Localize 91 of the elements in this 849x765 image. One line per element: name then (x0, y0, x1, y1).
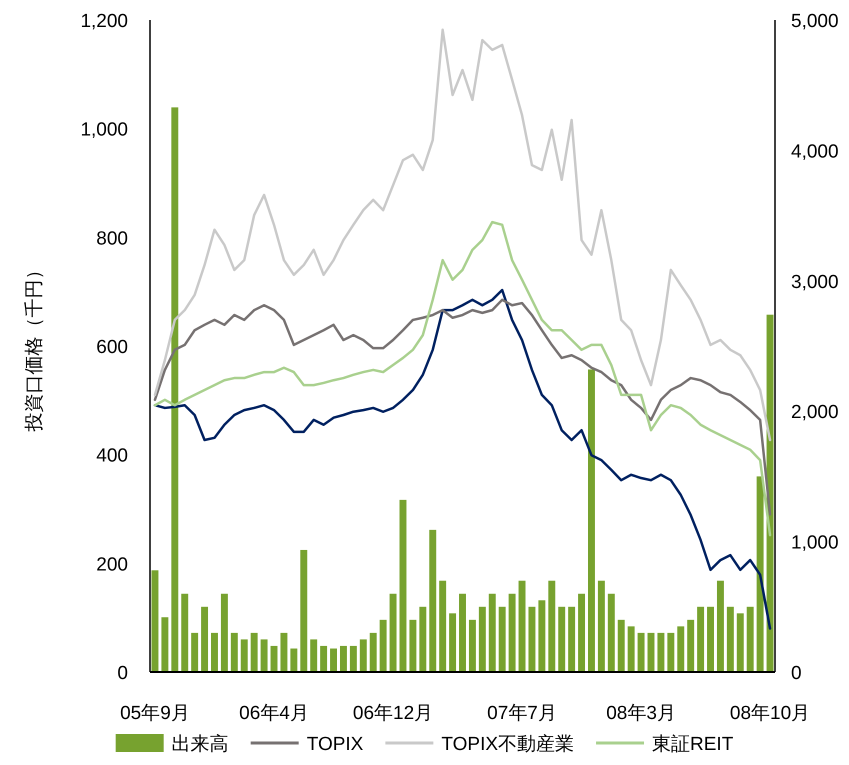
y2-tick-label: 5,000 (791, 11, 839, 32)
x-tick-label: 06年12月 (352, 703, 434, 724)
y-tick-label: 200 (96, 554, 128, 576)
bar (390, 594, 397, 672)
bar (409, 620, 416, 672)
x-tick-label: 08年3月 (606, 703, 676, 724)
x-tick-label: 06年4月 (239, 703, 309, 724)
bar (638, 632, 645, 672)
bar (548, 580, 556, 672)
bar (270, 646, 278, 672)
bar (618, 620, 625, 672)
bar (628, 626, 635, 672)
y-tick-label: 600 (96, 337, 128, 358)
bar (260, 639, 268, 672)
y2-tick-label: 3,000 (791, 272, 839, 293)
x-tick-label: 05年9月 (120, 703, 190, 724)
bar (439, 580, 446, 672)
bar (449, 613, 456, 672)
bar (677, 626, 684, 672)
bar (201, 606, 208, 672)
line-series (154, 288, 772, 630)
bar (667, 632, 674, 672)
bar (350, 646, 357, 672)
bar (310, 639, 318, 672)
bar (468, 620, 476, 672)
bar (608, 594, 615, 672)
line-series (154, 220, 772, 536)
bar (578, 594, 586, 672)
bar (459, 594, 466, 672)
x-tick-label: 07年7月 (487, 703, 557, 724)
bar (687, 620, 694, 672)
bar (726, 606, 734, 672)
bar (707, 606, 714, 672)
bar (280, 632, 288, 672)
line-series (154, 298, 772, 516)
bar (290, 648, 298, 672)
bar (588, 369, 595, 672)
legend-label: TOPIX不動産業 (441, 733, 574, 755)
x-tick-label: 08年10月 (730, 703, 810, 724)
bar (380, 620, 387, 672)
bar (766, 314, 774, 672)
bar (498, 606, 506, 672)
bar (528, 606, 536, 672)
y2-tick-label: 1,000 (791, 532, 839, 554)
bar (716, 580, 724, 672)
bar (538, 600, 546, 672)
line-series (154, 28, 772, 442)
bar (756, 476, 764, 672)
bar (300, 550, 308, 672)
bar (340, 646, 347, 672)
bar (220, 594, 228, 672)
bar (360, 639, 367, 672)
bar (419, 606, 426, 672)
bar (598, 580, 605, 672)
bar (211, 632, 218, 672)
bar (320, 646, 328, 672)
bar (518, 580, 526, 672)
bar (330, 648, 338, 672)
legend-label: 東証REIT (652, 734, 734, 755)
bar (429, 530, 436, 672)
y-tick-label: 0 (117, 663, 128, 684)
y-tick-label: 400 (96, 446, 128, 467)
bar (648, 632, 654, 672)
bar (370, 632, 377, 672)
y-axis-title: 投資口価格（千円） (24, 260, 45, 432)
y2-tick-label: 4,000 (791, 141, 839, 162)
y2-tick-label: 0 (791, 663, 802, 684)
legend-label: 出来高 (172, 733, 229, 755)
bar (240, 639, 248, 672)
bar (250, 632, 258, 672)
bar (657, 632, 664, 672)
y-tick-label: 1,200 (80, 11, 128, 32)
y-tick-label: 800 (96, 228, 128, 250)
bar (697, 606, 704, 672)
bar (161, 617, 168, 672)
bar (191, 632, 198, 672)
bar (488, 594, 496, 672)
bar (230, 632, 238, 672)
bar (171, 107, 178, 672)
legend-label: TOPIX (306, 734, 364, 755)
bar (508, 594, 516, 672)
y-tick-label: 1,000 (80, 120, 128, 141)
y2-tick-label: 2,000 (791, 402, 839, 424)
bar (746, 606, 754, 672)
bar (736, 613, 744, 672)
bar (400, 500, 406, 672)
bar (568, 606, 576, 672)
bar (558, 606, 566, 672)
bar (478, 606, 486, 672)
bar (181, 594, 188, 672)
bar (151, 570, 158, 672)
